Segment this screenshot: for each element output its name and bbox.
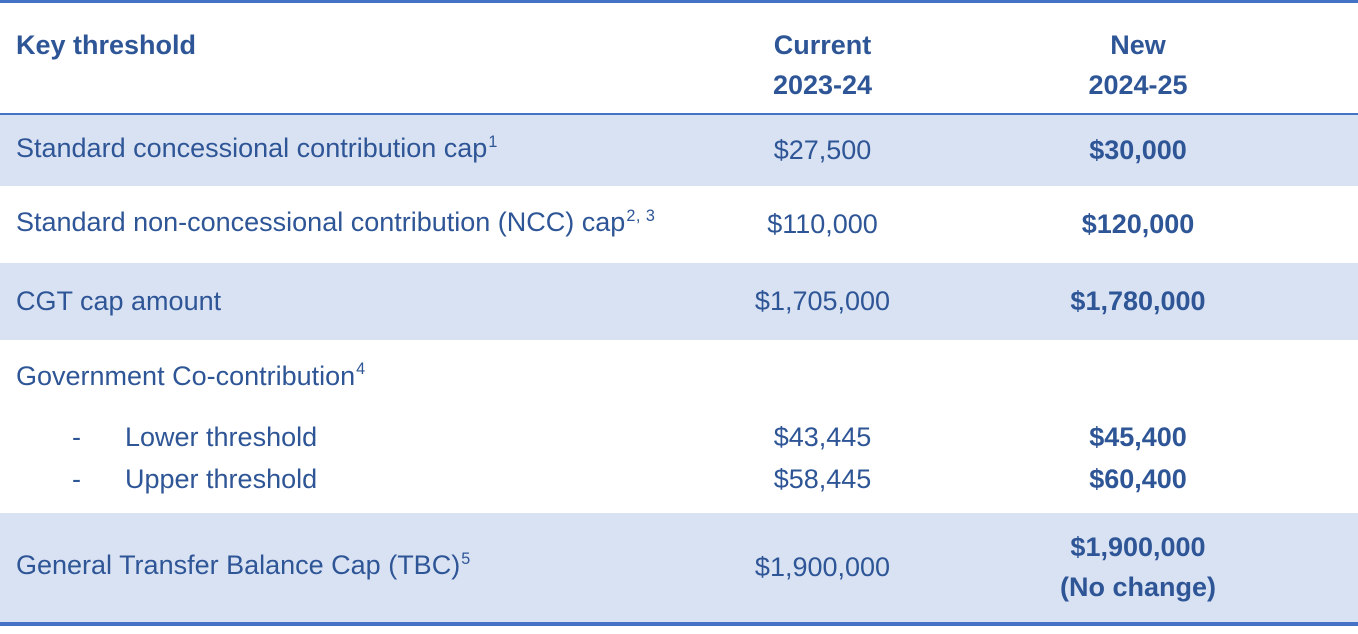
header-row: Key threshold Current 2023-24 New 2024-2… bbox=[0, 1, 1358, 115]
sub-row-label-text: Upper threshold bbox=[125, 463, 318, 494]
current-value: $1,900,000 bbox=[680, 512, 965, 624]
new-value: $120,000 bbox=[1081, 209, 1195, 239]
row-label: Standard concessional contribution cap1 bbox=[0, 113, 680, 186]
current-value: $43,445 bbox=[773, 421, 872, 452]
new-value: $1,780,000 bbox=[965, 262, 1358, 340]
row-label-text: Standard non-concessional contribution (… bbox=[16, 207, 626, 237]
current-value: $1,705,000 bbox=[680, 262, 965, 340]
row-label-text: General Transfer Balance Cap (TBC) bbox=[16, 550, 461, 580]
row-label: General Transfer Balance Cap (TBC)5 bbox=[0, 512, 680, 624]
row-label: CGT cap amount bbox=[0, 262, 680, 340]
sub-row-label: - Upper threshold bbox=[0, 458, 680, 513]
new-value-amount: $1,900,000 bbox=[1070, 532, 1206, 562]
footnote-superscript: 4 bbox=[356, 360, 366, 379]
dash-bullet-icon: - bbox=[72, 463, 81, 494]
current-value-empty bbox=[680, 340, 965, 416]
header-current-year: 2023-24 bbox=[772, 70, 873, 100]
footnote-superscript: 5 bbox=[461, 549, 471, 568]
header-current-label: Current bbox=[773, 30, 872, 60]
header-new-year: 2024-25 bbox=[1088, 70, 1188, 100]
sub-row-label: - Lower threshold bbox=[0, 416, 680, 458]
new-value: $45,400 bbox=[1089, 421, 1187, 452]
current-value: $110,000 bbox=[767, 209, 878, 239]
table-header: Key threshold Current 2023-24 New 2024-2… bbox=[0, 1, 1358, 115]
footnote-superscript: 1 bbox=[488, 132, 498, 151]
new-value: $1,900,000 (No change) bbox=[965, 512, 1358, 624]
new-value-empty bbox=[965, 340, 1358, 416]
row-cgt-cap: CGT cap amount $1,705,000 $1,780,000 bbox=[0, 262, 1358, 340]
current-value: $58,445 bbox=[773, 463, 872, 494]
table-body: Standard concessional contribution cap1 … bbox=[0, 113, 1358, 624]
row-co-contribution-upper: - Upper threshold $58,445 $60,400 bbox=[0, 458, 1358, 513]
column-header-key-threshold: Key threshold bbox=[0, 1, 680, 115]
row-concessional-cap: Standard concessional contribution cap1 … bbox=[0, 113, 1358, 186]
row-label: Standard non-concessional contribution (… bbox=[0, 186, 680, 263]
header-key-threshold-label: Key threshold bbox=[16, 30, 197, 60]
sub-row-label-text: Lower threshold bbox=[125, 421, 318, 452]
row-co-contribution-lower: - Lower threshold $43,445 $45,400 bbox=[0, 416, 1358, 458]
new-value: $60,400 bbox=[1089, 463, 1187, 494]
row-co-contribution: Government Co-contribution4 bbox=[0, 340, 1358, 416]
row-label-text: Government Co-contribution bbox=[16, 360, 356, 391]
dash-bullet-icon: - bbox=[72, 421, 81, 452]
footnote-superscript: 2, 3 bbox=[626, 206, 656, 225]
header-new-label: New bbox=[1110, 30, 1166, 60]
new-value: $30,000 bbox=[965, 113, 1358, 186]
row-label: Government Co-contribution4 bbox=[0, 340, 680, 416]
new-value-note: (No change) bbox=[1059, 572, 1216, 602]
row-ncc-cap: Standard non-concessional contribution (… bbox=[0, 186, 1358, 263]
column-header-current: Current 2023-24 bbox=[680, 1, 965, 115]
row-label-text: Standard concessional contribution cap bbox=[16, 133, 488, 163]
current-value: $27,500 bbox=[680, 113, 965, 186]
row-tbc: General Transfer Balance Cap (TBC)5 $1,9… bbox=[0, 512, 1358, 624]
column-header-new: New 2024-25 bbox=[965, 1, 1358, 115]
